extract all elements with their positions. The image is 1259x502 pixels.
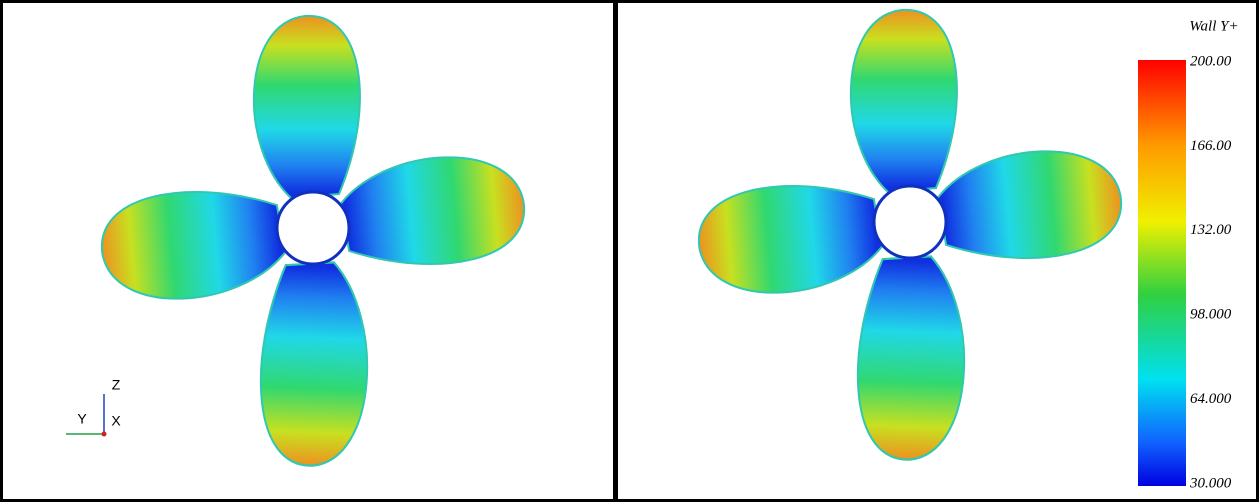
left-panel [0, 0, 616, 502]
colorbar-scale [1138, 60, 1186, 486]
propeller-right [695, 10, 1126, 462]
right-panel [615, 0, 1259, 502]
triad-label: Z [112, 377, 121, 393]
colorbar-label: 30.000 [1189, 475, 1232, 491]
colorbar-title: Wall Y+ [1189, 18, 1238, 34]
colorbar-label: 64.000 [1190, 391, 1232, 407]
triad-label: Y [77, 411, 87, 427]
colorbar-label: 132.00 [1190, 222, 1232, 238]
triad-label: X [111, 413, 121, 429]
propeller-left [98, 16, 529, 468]
colorbar-label: 166.00 [1190, 138, 1232, 154]
colorbar-label: 98.000 [1190, 307, 1232, 323]
colorbar-label: 200.00 [1190, 53, 1232, 69]
colorbar: Wall Y+ 200.00 166.00 132.00 98.000 64.000 30… [1138, 18, 1239, 491]
axis-triad: Z Y X [66, 377, 121, 437]
